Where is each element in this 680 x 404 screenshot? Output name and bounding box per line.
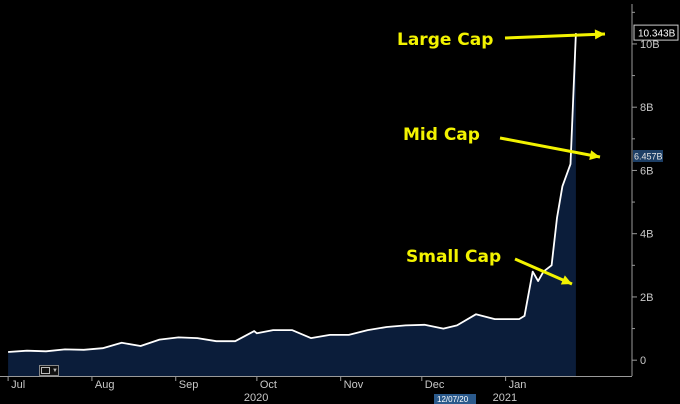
chart-type-button[interactable]: ▼ xyxy=(39,365,59,376)
annotation-group: Large Cap Mid Cap Small Cap xyxy=(397,29,606,286)
y-tick-group: 0 2B 4B 6B 8B 10B xyxy=(632,11,660,367)
x-tick-label: Sep xyxy=(179,379,199,391)
y-tick-label: 4B xyxy=(640,229,653,241)
chevron-down-icon: ▼ xyxy=(52,367,58,374)
x-tick-label: Jan xyxy=(509,379,527,391)
annotation-label: Small Cap xyxy=(406,247,501,267)
last-value-badge xyxy=(633,24,679,41)
annotation-label: Mid Cap xyxy=(403,125,480,145)
y-tick-label: 6B xyxy=(640,165,653,177)
secondary-value-badge xyxy=(633,149,663,162)
x-tick-label: Jul xyxy=(11,379,25,391)
annotation-arrow-head xyxy=(594,29,605,40)
annotation-arrow-shaft xyxy=(499,136,601,159)
x-tick-label: Aug xyxy=(95,379,115,391)
y-tick-label: 0 xyxy=(640,355,646,367)
crosshair-date-label: 12/07/20 xyxy=(437,395,469,404)
year-label: 2020 xyxy=(244,392,268,404)
annotation-arrow-shaft xyxy=(504,32,606,40)
x-tick-label: Nov xyxy=(344,379,364,391)
secondary-value-label: 6.457B xyxy=(634,151,663,161)
y-tick-label: 10B xyxy=(640,39,660,51)
y-tick-label: 8B xyxy=(640,102,653,114)
last-value-label: 10.343B xyxy=(638,29,676,40)
year-label: 2021 xyxy=(493,392,517,404)
x-tick-label: Oct xyxy=(260,379,277,391)
x-tick-group: Jul Aug Sep Oct Nov Dec Jan 2020 2021 xyxy=(7,376,527,404)
value-badge-group: 10.343B 6.457B 12/07/20 xyxy=(434,24,679,404)
series-line xyxy=(8,33,577,353)
annotation-arrow-head xyxy=(560,275,572,285)
annotation-arrow-head xyxy=(589,150,600,161)
annotation-arrow-shaft xyxy=(514,257,573,286)
annotation-label: Large Cap xyxy=(397,30,493,50)
crosshair-date-badge xyxy=(434,394,476,404)
x-tick-label: Dec xyxy=(425,379,445,391)
y-tick-label: 2B xyxy=(640,292,653,304)
chart-icon xyxy=(41,367,50,374)
area-fill xyxy=(8,33,576,376)
